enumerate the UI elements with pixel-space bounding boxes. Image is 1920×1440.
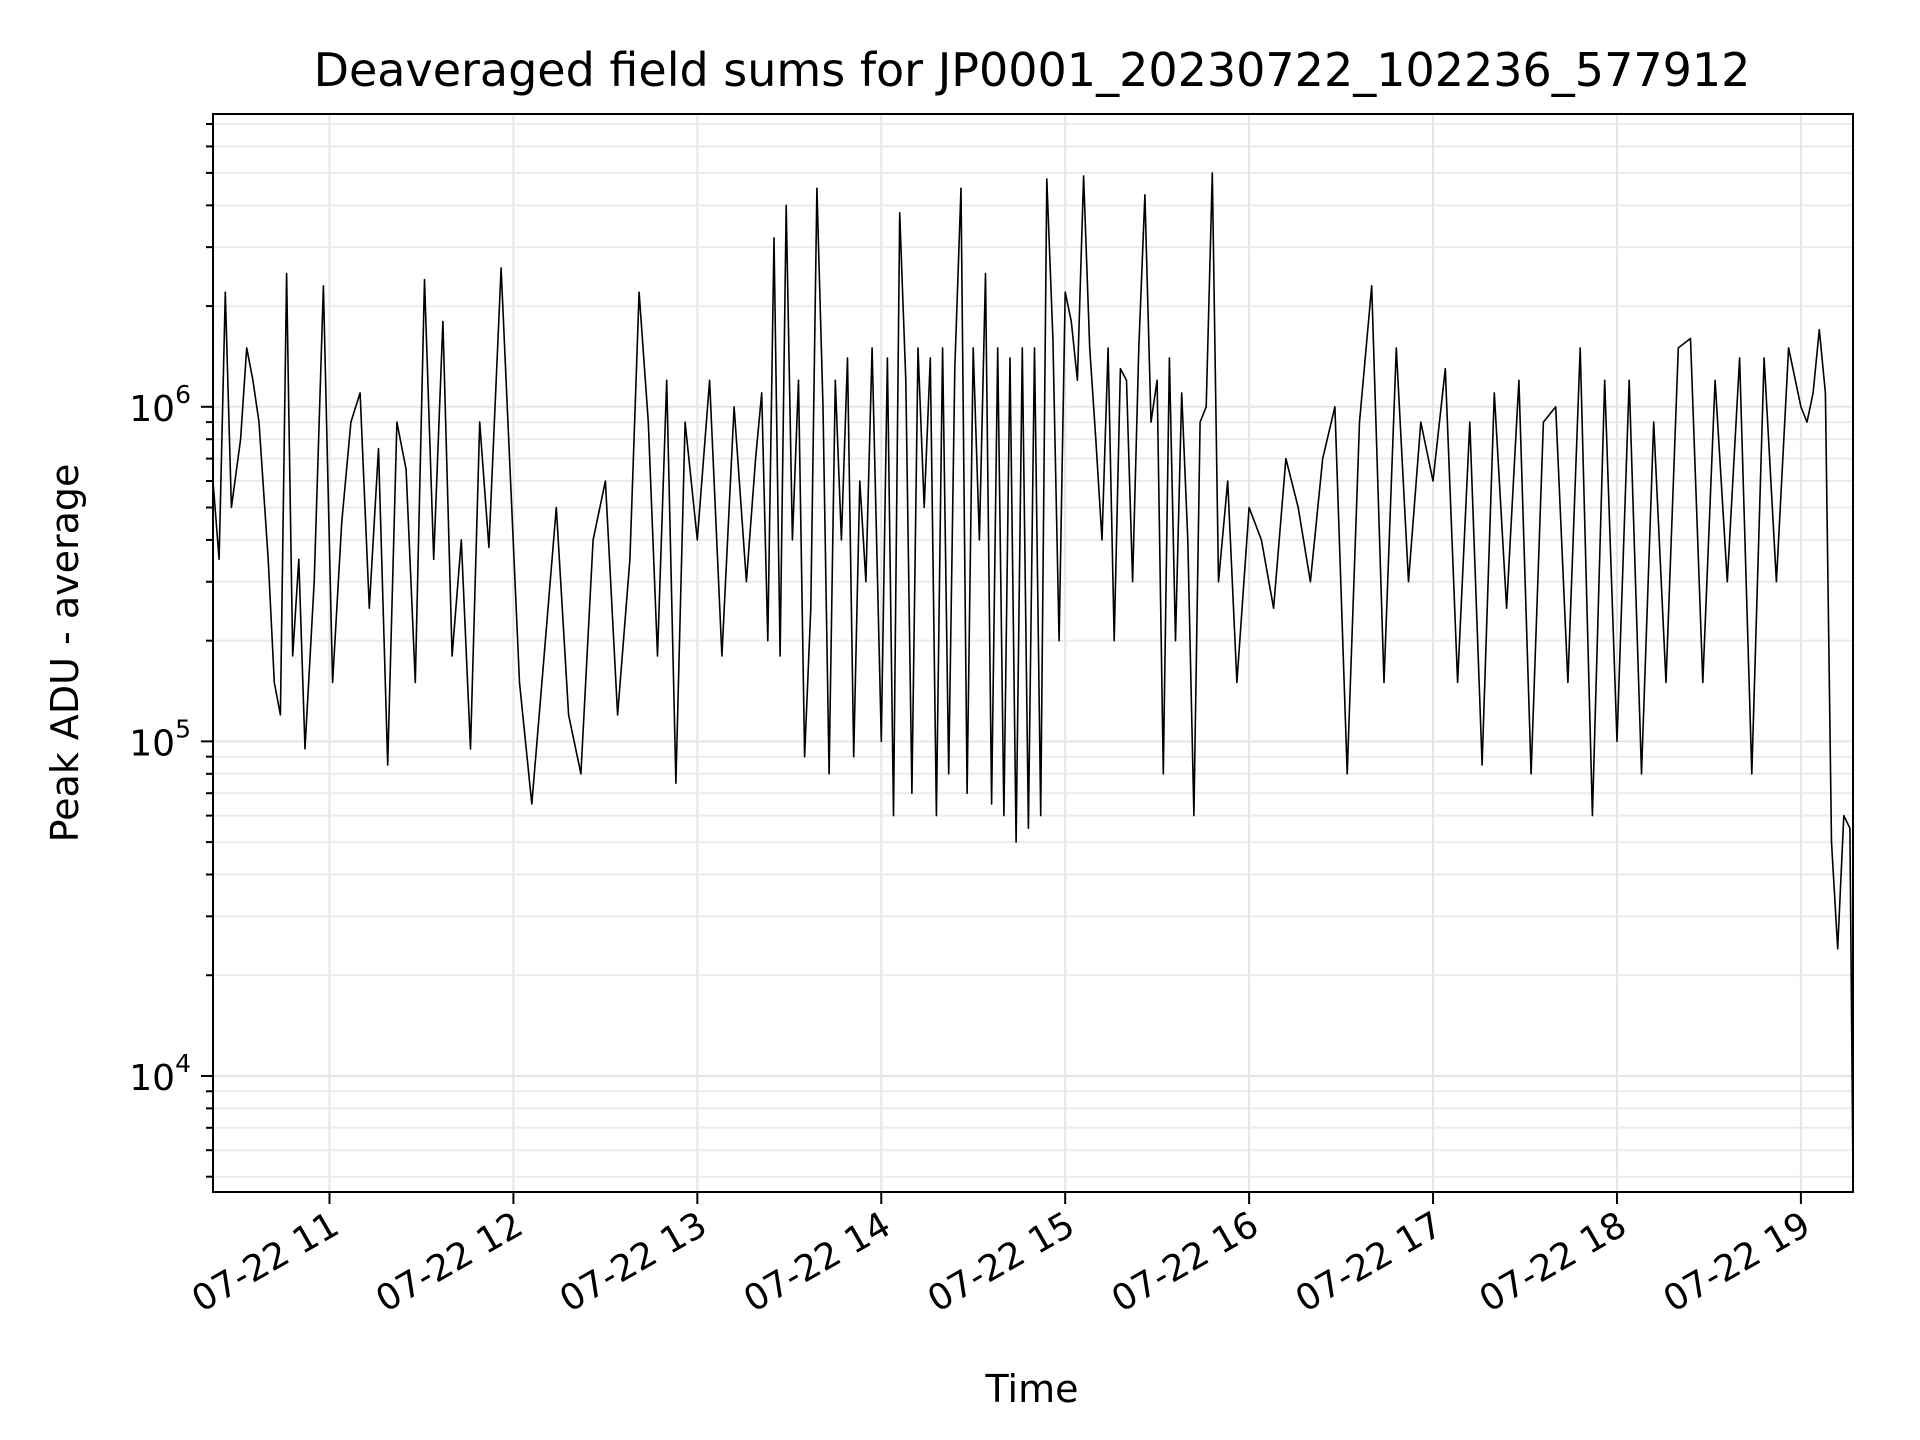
x-tick-label: 07-22 19 (1657, 1204, 1818, 1320)
x-tick-label: 07-22 13 (553, 1204, 714, 1320)
x-tick-label: 07-22 12 (369, 1204, 530, 1320)
chart-title: Deaveraged field sums for JP0001_2023072… (314, 43, 1751, 97)
y-tick-label: 105 (129, 714, 191, 764)
y-axis: 104 105 106 (129, 123, 213, 1178)
grid (213, 114, 1853, 1192)
series-line (212, 172, 1854, 1177)
x-tick-label: 07-22 16 (1105, 1204, 1266, 1320)
y-axis-title: Peak ADU - average (43, 464, 87, 843)
x-tick-label: 07-22 18 (1473, 1204, 1634, 1320)
x-axis-title: Time (985, 1367, 1079, 1411)
x-tick-label: 07-22 14 (737, 1204, 898, 1320)
x-tick-label: 07-22 11 (185, 1204, 346, 1320)
x-tick-label: 07-22 15 (921, 1204, 1082, 1320)
y-tick-label: 104 (129, 1049, 191, 1099)
x-axis: 07-22 11 07-22 12 07-22 13 07-22 14 07-22 15… (185, 1192, 1817, 1321)
y-tick-label: 106 (129, 380, 191, 430)
x-tick-label: 07-22 17 (1289, 1204, 1450, 1320)
plot-frame (212, 113, 1854, 1193)
